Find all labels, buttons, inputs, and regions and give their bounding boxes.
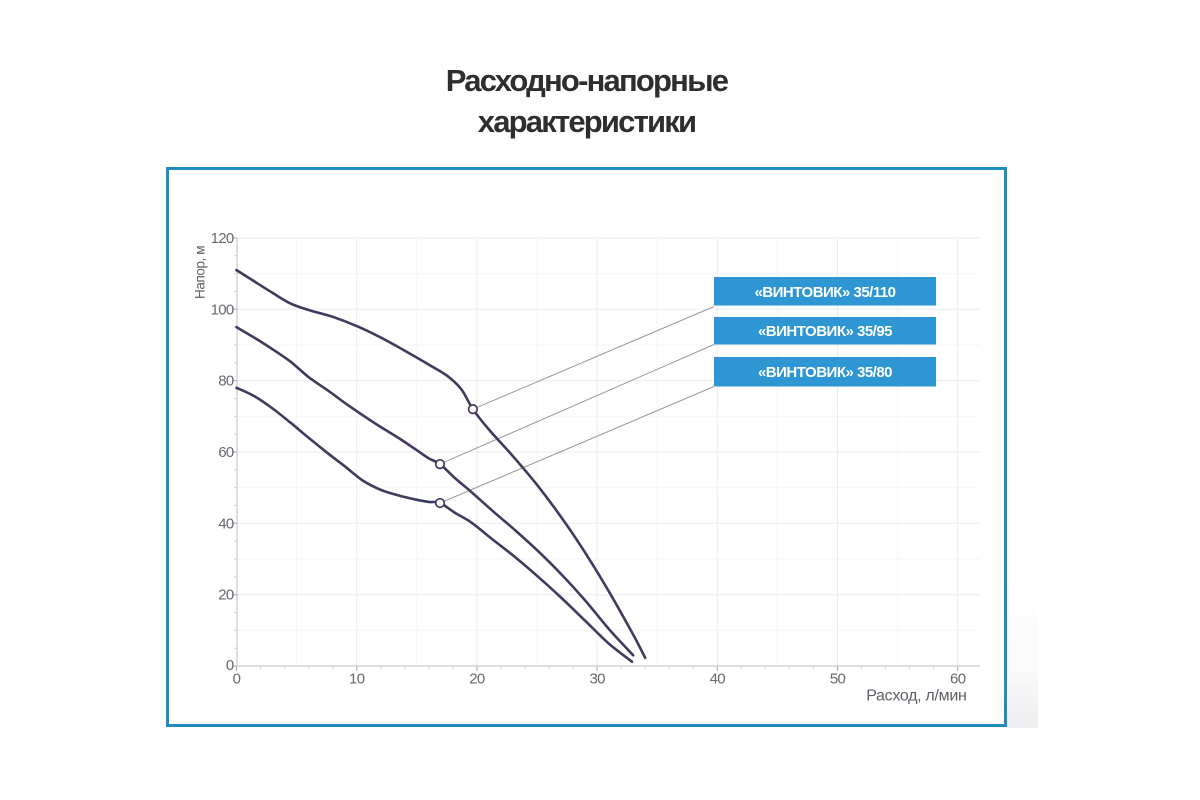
svg-text:«ВИНТОВИК» 35/110: «ВИНТОВИК» 35/110 [754, 284, 895, 301]
svg-text:50: 50 [830, 671, 846, 688]
svg-text:60: 60 [950, 671, 966, 688]
svg-text:60: 60 [218, 444, 234, 461]
svg-text:0: 0 [226, 657, 234, 674]
svg-text:Расход, л/мин: Расход, л/мин [866, 688, 966, 705]
svg-text:40: 40 [218, 515, 234, 532]
svg-text:20: 20 [469, 671, 485, 688]
svg-text:10: 10 [349, 671, 365, 688]
svg-text:«ВИНТОВИК» 35/80: «ВИНТОВИК» 35/80 [758, 364, 892, 381]
svg-text:30: 30 [589, 671, 605, 688]
svg-text:100: 100 [211, 301, 234, 318]
svg-text:40: 40 [710, 671, 726, 688]
svg-text:120: 120 [211, 230, 234, 247]
svg-text:«ВИНТОВИК» 35/95: «ВИНТОВИК» 35/95 [758, 323, 892, 340]
svg-text:Напор, м: Напор, м [193, 246, 208, 299]
svg-text:20: 20 [218, 587, 234, 604]
svg-text:0: 0 [233, 671, 241, 688]
svg-text:80: 80 [218, 373, 234, 390]
